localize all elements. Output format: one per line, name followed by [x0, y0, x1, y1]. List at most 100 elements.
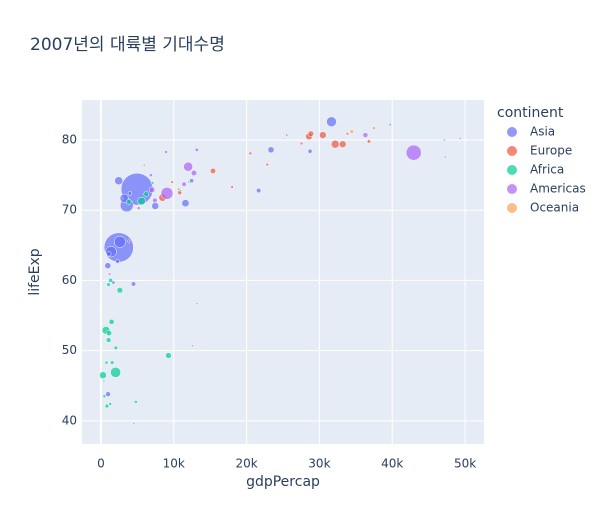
x-tick-label: 0 — [97, 457, 105, 471]
bubble — [179, 189, 182, 192]
bubble — [149, 173, 153, 178]
bubble — [195, 302, 199, 305]
legend-label: Asia — [530, 125, 555, 139]
bubble — [150, 181, 155, 185]
bubble — [110, 367, 121, 378]
legend-marker — [507, 146, 517, 156]
y-tick-label: 70 — [62, 203, 77, 217]
legend-label: Americas — [530, 182, 586, 196]
bubble — [127, 239, 131, 243]
grid — [82, 100, 484, 444]
bubble — [307, 130, 314, 137]
x-tick-label: 20k — [235, 457, 257, 471]
bubble — [104, 403, 110, 409]
bubble — [189, 178, 195, 184]
bubble — [125, 199, 132, 205]
bubble — [116, 287, 123, 294]
bubble — [136, 206, 141, 210]
bubble — [183, 161, 193, 172]
bubble — [108, 402, 112, 406]
bubble — [345, 132, 350, 136]
bubble — [151, 202, 160, 210]
y-tick-label: 60 — [62, 273, 77, 287]
bubble — [299, 141, 304, 146]
y-tick-label: 40 — [62, 413, 77, 427]
bubble — [119, 193, 129, 203]
bubble — [160, 187, 174, 200]
bubble — [104, 262, 112, 269]
bubble — [113, 345, 118, 350]
bubble — [115, 259, 120, 264]
bubble — [405, 144, 422, 161]
bubble — [152, 197, 158, 204]
legend-label: Oceania — [530, 201, 579, 215]
bubble — [111, 280, 116, 285]
legend-marker — [507, 184, 517, 194]
bubble — [108, 318, 115, 325]
bubble — [248, 151, 252, 156]
bubble — [349, 129, 354, 134]
bubble — [164, 150, 168, 154]
bubble — [459, 137, 462, 140]
chart-title: 2007년의 대륙별 기대수명 — [30, 35, 225, 55]
bubble — [127, 191, 133, 196]
bubble — [210, 167, 216, 174]
bubble — [187, 180, 191, 184]
bubble — [137, 196, 146, 206]
legend-marker — [507, 165, 517, 175]
bubble — [181, 181, 187, 187]
y-tick-label: 50 — [62, 343, 77, 357]
bubble — [190, 169, 198, 177]
bubble — [114, 176, 124, 186]
bubble — [102, 379, 106, 383]
marks — [99, 116, 462, 425]
bubble — [194, 147, 199, 152]
bubble — [113, 235, 126, 248]
bubble — [108, 278, 113, 283]
bubble — [170, 180, 174, 184]
bubble — [104, 360, 109, 365]
plot-area — [82, 100, 484, 444]
bubble — [102, 394, 107, 399]
bubble — [148, 186, 156, 194]
legend-marker — [507, 203, 517, 213]
y-tick-label: 80 — [62, 133, 77, 147]
bubble — [265, 162, 269, 167]
bubble — [366, 139, 371, 144]
bubble — [443, 138, 446, 142]
bubble — [372, 126, 376, 130]
bubble — [106, 337, 112, 343]
bubble — [285, 133, 289, 137]
legend-title: continent — [497, 105, 564, 121]
bubble — [444, 155, 447, 159]
x-tick-label: 30k — [308, 457, 330, 471]
bubble — [106, 330, 112, 337]
bubble — [99, 371, 107, 379]
bubble — [326, 116, 337, 127]
bubble — [230, 185, 234, 189]
bubble — [339, 140, 347, 148]
bubble — [132, 422, 136, 425]
bubble — [134, 400, 138, 404]
bubble — [110, 360, 115, 365]
bubble — [330, 139, 340, 149]
x-tick-label: 10k — [163, 457, 185, 471]
bubble — [106, 282, 111, 287]
y-axis-title: lifeExp — [27, 248, 43, 295]
x-axis-title: gdpPercap — [246, 474, 320, 490]
bubble — [191, 344, 194, 347]
bubble — [130, 281, 137, 287]
bubble — [106, 251, 112, 257]
bubble — [105, 391, 111, 397]
x-tick-label: 50k — [454, 457, 476, 471]
bubble — [142, 164, 146, 167]
bubble — [267, 146, 275, 154]
bubble — [319, 131, 327, 139]
bubble — [177, 187, 181, 191]
x-tick-label: 40k — [381, 457, 403, 471]
legend-label: Europe — [530, 144, 572, 158]
bubble — [256, 188, 262, 194]
bubble — [143, 191, 150, 197]
bubble — [108, 272, 112, 276]
